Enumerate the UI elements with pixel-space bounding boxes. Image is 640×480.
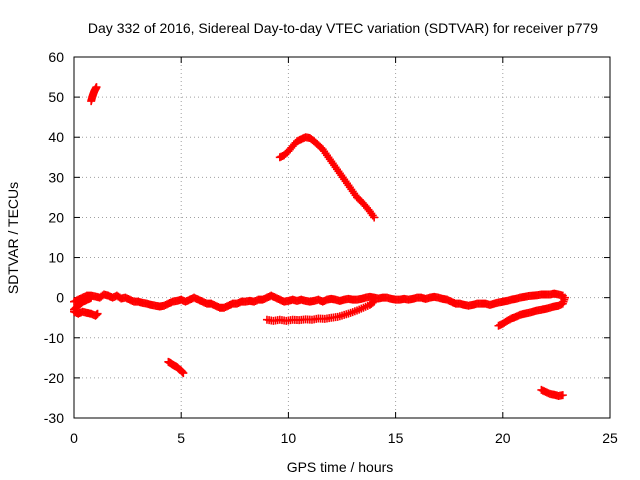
data-point bbox=[179, 369, 188, 378]
y-tick-label: -30 bbox=[44, 410, 64, 426]
data-point bbox=[558, 391, 567, 400]
x-tick-label: 0 bbox=[70, 430, 78, 446]
plot-border bbox=[73, 56, 611, 419]
data-segment bbox=[70, 307, 102, 320]
data-segment bbox=[70, 289, 567, 312]
data-segment bbox=[494, 293, 569, 330]
data-point bbox=[368, 298, 377, 307]
y-tick-label: 60 bbox=[48, 49, 64, 65]
data-point bbox=[370, 213, 379, 222]
y-tick-label: 10 bbox=[48, 250, 64, 266]
x-tick-label: 10 bbox=[281, 430, 297, 446]
data-point bbox=[560, 293, 569, 302]
x-tick-label: 20 bbox=[495, 430, 511, 446]
y-ticks: -30 -20 -10 0 10 20 30 40 50 60 bbox=[44, 49, 610, 426]
y-tick-label: 30 bbox=[48, 169, 64, 185]
y-tick-label: -20 bbox=[44, 370, 64, 386]
data-segment bbox=[70, 293, 96, 314]
x-axis-label: GPS time / hours bbox=[287, 459, 394, 475]
x-tick-label: 15 bbox=[388, 430, 404, 446]
data-segment bbox=[262, 297, 379, 325]
y-tick-label: -10 bbox=[44, 330, 64, 346]
data-points bbox=[70, 83, 569, 400]
data-segment bbox=[275, 133, 379, 222]
grid bbox=[74, 57, 610, 418]
data-point bbox=[93, 309, 102, 318]
y-tick-label: 20 bbox=[48, 209, 64, 225]
y-axis-label: SDTVAR / TECUs bbox=[5, 182, 21, 294]
axes bbox=[73, 56, 611, 419]
y-tick-label: 40 bbox=[48, 129, 64, 145]
data-segment bbox=[537, 385, 567, 400]
y-tick-label: 0 bbox=[56, 290, 64, 306]
y-tick-label: 50 bbox=[48, 89, 64, 105]
data-segment bbox=[164, 357, 188, 378]
data-segment bbox=[87, 83, 101, 106]
data-point bbox=[92, 83, 101, 92]
chart-title: Day 332 of 2016, Sidereal Day-to-day VTE… bbox=[88, 20, 598, 36]
data-point bbox=[370, 297, 379, 306]
x-tick-label: 25 bbox=[602, 430, 618, 446]
x-tick-label: 5 bbox=[177, 430, 185, 446]
data-point bbox=[87, 293, 96, 302]
x-ticks: 0 5 10 15 20 25 bbox=[70, 57, 618, 446]
